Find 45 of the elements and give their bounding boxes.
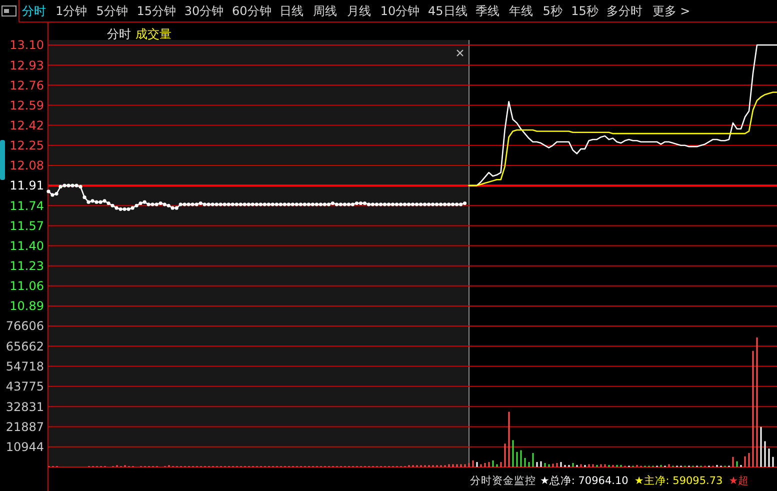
text: 5秒 (542, 4, 562, 18)
text: 45日线 (428, 4, 468, 18)
text: 季线 (476, 4, 500, 18)
text: 60分钟 (232, 4, 272, 18)
text: 1分钟 (56, 4, 88, 18)
chart-subtitle: 成交量 (136, 27, 172, 41)
line-series (468, 92, 777, 186)
y-tick-label: 12.08 (10, 158, 44, 173)
y-tick-label: 76606 (6, 319, 44, 334)
y-tick-label: 13.10 (10, 38, 44, 52)
y-tick-label: 65662 (6, 339, 44, 354)
y-tick-label: 12.76 (10, 78, 44, 92)
y-tick-label: 12.25 (10, 138, 44, 153)
y-tick-label: 11.23 (10, 259, 44, 274)
text: 15分钟 (136, 4, 176, 18)
y-tick-label: 11.57 (10, 218, 44, 233)
text: ★总净: 70964.10 (540, 474, 628, 487)
chart-title: 分时 (107, 27, 131, 41)
text: 10分钟 (380, 4, 420, 18)
y-tick-label: 11.91 (10, 178, 44, 193)
text: 分时资金监控 (470, 474, 536, 487)
text: 15秒 (571, 4, 598, 18)
y-tick-label: 11.74 (10, 198, 44, 213)
text: 5分钟 (96, 4, 128, 18)
y-tick-label: 10944 (6, 440, 44, 454)
y-tick-label: 12.42 (10, 118, 44, 133)
y-tick-label: 12.59 (10, 98, 44, 112)
text: ★超 (728, 475, 750, 487)
y-tick-label: 21887 (6, 420, 44, 434)
y-tick-label: 10.89 (10, 299, 44, 314)
y-tick-label: 11.06 (10, 279, 44, 294)
text: 30分钟 (184, 4, 224, 18)
y-tick-label: 12.93 (10, 58, 44, 72)
text: ★主净: 59095.73 (634, 474, 723, 487)
y-tick-label: 43775 (6, 380, 44, 394)
y-tick-label: 54718 (6, 359, 44, 374)
text: 周线 (313, 4, 338, 18)
text: 年线 (509, 4, 534, 18)
y-tick-label: 11.40 (10, 238, 44, 253)
text: 更多 > (652, 4, 690, 18)
text: 月线 (346, 4, 371, 18)
text: 日线 (280, 4, 304, 18)
text: 分时 (22, 4, 46, 18)
text: 多分时 (606, 4, 642, 18)
y-tick-label: 32831 (6, 400, 44, 414)
